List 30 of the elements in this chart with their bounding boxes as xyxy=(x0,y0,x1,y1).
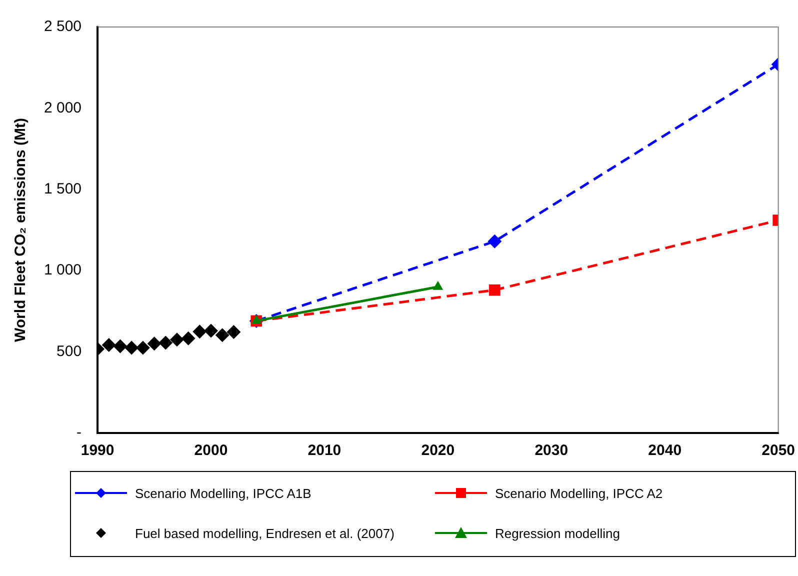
legend-label: Fuel based modelling, Endresen et al. (2007) xyxy=(135,526,394,540)
point xyxy=(102,338,116,352)
y-tick-label: 500 xyxy=(56,342,82,360)
y-axis-title: World Fleet CO₂ emissions (Mt) xyxy=(12,118,30,342)
point xyxy=(147,336,162,351)
x-tick-label: 2000 xyxy=(194,442,228,460)
y-tick-label: 1 000 xyxy=(44,262,82,279)
point xyxy=(124,340,139,355)
point xyxy=(113,339,128,354)
point xyxy=(136,340,150,355)
x-tick-label: 2010 xyxy=(308,442,342,460)
x-tick-label: 2020 xyxy=(421,442,455,460)
point xyxy=(226,324,241,339)
y-tick-label: - xyxy=(76,424,82,442)
x-tick-label: 2050 xyxy=(762,442,796,460)
point xyxy=(170,332,184,347)
point xyxy=(181,331,196,346)
x-tick-label: 2030 xyxy=(534,442,568,460)
x-tick-label: 2040 xyxy=(648,442,682,460)
y-tick-label: 2 500 xyxy=(44,18,82,36)
point xyxy=(192,324,207,339)
y-tick-label: 1 500 xyxy=(44,180,82,198)
x-tick-label: 1990 xyxy=(80,442,114,460)
legend-label: Scenario Modelling, IPCC A2 xyxy=(495,486,663,500)
point xyxy=(215,328,230,342)
legend-label: Scenario Modelling, IPCC A1B xyxy=(135,486,312,500)
y-tick-label: 2 000 xyxy=(44,99,82,116)
point xyxy=(158,336,173,350)
legend-label: Regression modelling xyxy=(495,526,620,540)
point xyxy=(204,324,218,338)
